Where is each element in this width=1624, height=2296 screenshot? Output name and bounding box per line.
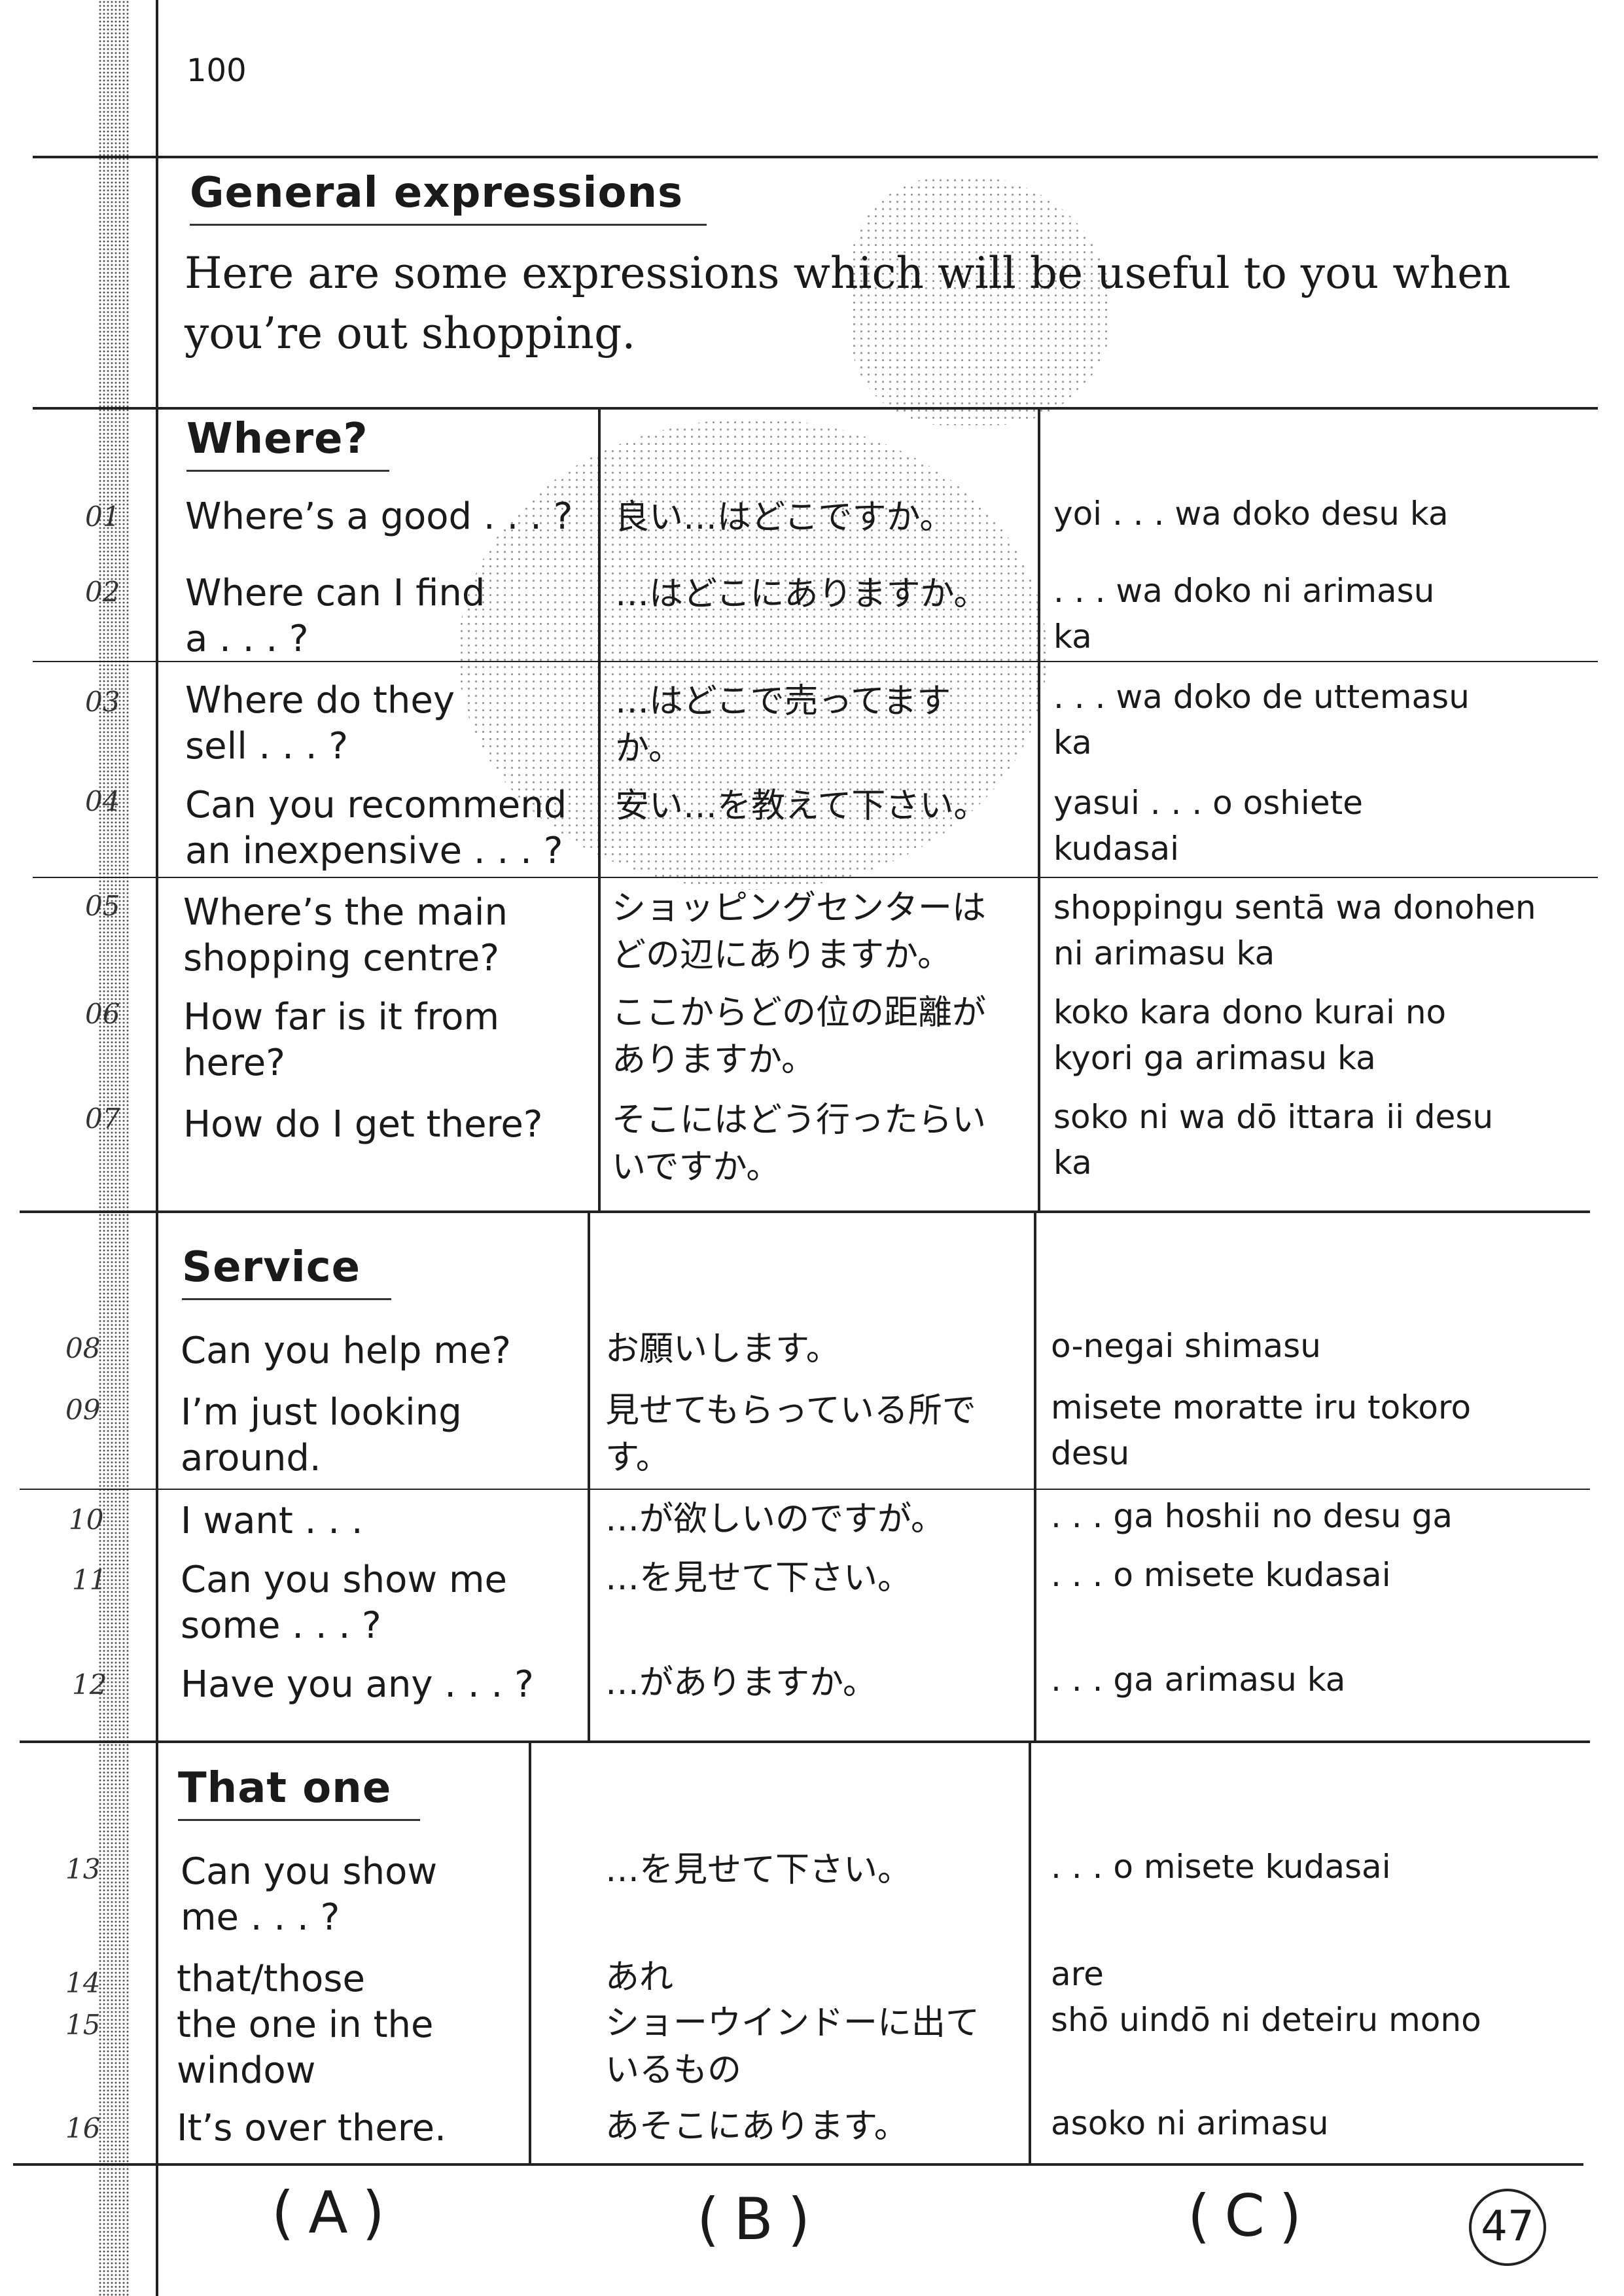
japanese-phrase: 良い…はどこですか。	[615, 498, 954, 537]
japanese-phrase: お願いします。	[605, 1330, 840, 1369]
romaji-phrase: shō uindō ni deteiru mono	[1051, 2001, 1481, 2039]
romaji-phrase: . . . ga arimasu ka	[1051, 1661, 1346, 1699]
row-number: 11	[72, 1564, 107, 1596]
romaji-phrase: o-negai shimasu	[1051, 1327, 1321, 1365]
row-rule	[33, 661, 1598, 662]
romaji-phrase: shoppingu sentā wa donohen ni arimasu ka	[1053, 889, 1536, 972]
japanese-phrase: ショッピングセンターは どの辺にありますか。	[612, 889, 987, 975]
japanese-phrase: …がありますか。	[605, 1663, 877, 1703]
english-phrase: Can you show me . . . ?	[181, 1850, 438, 1939]
romaji-phrase: . . . ga hoshii no desu ga	[1051, 1497, 1453, 1535]
japanese-phrase: ここからどの位の距離が ありますか。	[612, 993, 987, 1080]
col-divider-b1-2	[1038, 408, 1040, 1212]
row-number: 12	[72, 1669, 107, 1701]
col-divider-b3-1	[529, 1742, 531, 2166]
row-number: 02	[85, 576, 120, 608]
col-divider-b3-2	[1029, 1742, 1031, 2166]
column-label-c: (C)	[1188, 2182, 1316, 2250]
english-phrase: the one in the window	[177, 2004, 434, 2092]
english-phrase: How far is it from here?	[183, 996, 499, 1084]
romaji-phrase: misete moratte iru tokoro desu	[1051, 1388, 1472, 1472]
japanese-phrase: 見せてもらっている所で す。	[605, 1391, 976, 1477]
english-phrase: Where do they sell . . . ?	[185, 679, 455, 768]
intro-rule	[33, 407, 1598, 410]
japanese-phrase: …はどこにありますか。	[615, 574, 988, 614]
romaji-phrase: asoko ni arimasu	[1051, 2104, 1329, 2142]
english-phrase: How do I get there?	[183, 1103, 543, 1146]
romaji-phrase: soko ni wa dō ittara ii desu ka	[1053, 1098, 1494, 1182]
japanese-phrase: あれ	[605, 1958, 674, 1997]
row-number: 13	[65, 1853, 101, 1885]
romaji-phrase: . . . wa doko ni arimasu ka	[1053, 572, 1435, 656]
subsection-title-where: Where?	[186, 415, 389, 472]
english-phrase: Can you recommend an inexpensive . . . ?	[185, 784, 567, 872]
row-number: 09	[65, 1394, 101, 1426]
japanese-phrase: …はどこで売ってます か。	[615, 682, 951, 768]
english-phrase: It’s over there.	[177, 2107, 446, 2149]
subsection-title-that-one: That one	[178, 1764, 420, 1821]
english-phrase: Where can I find a . . . ?	[185, 572, 485, 660]
section-rule	[20, 1210, 1590, 1213]
row-number: 10	[69, 1504, 104, 1536]
english-phrase: Can you show me some . . . ?	[181, 1559, 507, 1647]
intro-text: Here are some expressions which will be …	[185, 248, 1511, 359]
row-number: 14	[65, 1967, 101, 1999]
column-label-a: (A)	[272, 2179, 399, 2246]
japanese-phrase: ショーウインドーに出て いるもの	[605, 2004, 980, 2090]
header-rule	[33, 156, 1598, 158]
row-number: 15	[65, 2009, 101, 2041]
row-number: 07	[85, 1103, 120, 1135]
english-phrase: Can you help me?	[181, 1330, 511, 1372]
english-phrase: Where’s a good . . . ?	[185, 495, 573, 538]
romaji-phrase: yasui . . . o oshiete kudasai	[1053, 784, 1363, 868]
row-number: 16	[65, 2112, 101, 2144]
english-phrase: Where’s the main shopping centre?	[183, 891, 508, 980]
romaji-phrase: are	[1051, 1955, 1104, 1993]
bottom-rule	[13, 2163, 1583, 2166]
romaji-phrase: . . . o misete kudasai	[1051, 1848, 1391, 1886]
japanese-phrase: …が欲しいのですが。	[605, 1500, 945, 1539]
table-shading	[458, 419, 1047, 890]
page-number: 100	[186, 52, 247, 89]
english-phrase: that/those	[177, 1958, 365, 2000]
section-rule	[20, 1740, 1590, 1743]
english-phrase: Have you any . . . ?	[181, 1663, 534, 1706]
japanese-phrase: あそこにあります。	[605, 2107, 908, 2146]
japanese-phrase: そこにはどう行ったらい いですか。	[612, 1101, 987, 1187]
romaji-phrase: yoi . . . wa doko desu ka	[1053, 495, 1449, 533]
row-number: 04	[85, 785, 120, 817]
subsection-title-service: Service	[182, 1243, 391, 1300]
intro-shading	[851, 177, 1112, 425]
japanese-phrase: 安い…を教えて下さい。	[615, 786, 988, 826]
row-rule	[33, 877, 1598, 878]
row-number: 06	[85, 998, 120, 1030]
binding-stipple	[98, 0, 130, 2296]
row-number: 03	[85, 686, 120, 718]
romaji-phrase: . . . wa doko de uttemasu ka	[1053, 678, 1470, 762]
circled-page-mark: 47	[1469, 2189, 1546, 2266]
col-divider-b2-1	[588, 1212, 590, 1740]
row-rule	[20, 1489, 1590, 1490]
row-number: 05	[85, 890, 120, 922]
romaji-phrase: koko kara dono kurai no kyori ga arimasu…	[1053, 993, 1447, 1077]
romaji-phrase: . . . o misete kudasai	[1051, 1556, 1391, 1594]
col-divider-b2-2	[1034, 1212, 1036, 1740]
section-title: General expressions	[190, 169, 707, 226]
col-divider-b1-1	[598, 408, 601, 1212]
japanese-phrase: …を見せて下さい。	[605, 1850, 912, 1890]
japanese-phrase: …を見せて下さい。	[605, 1559, 912, 1598]
column-label-b: (B)	[697, 2185, 825, 2253]
english-phrase: I’m just looking around.	[181, 1391, 462, 1479]
row-number: 01	[85, 501, 120, 533]
row-number: 08	[65, 1332, 101, 1364]
english-phrase: I want . . .	[181, 1500, 363, 1542]
left-margin-rule	[156, 0, 158, 2296]
